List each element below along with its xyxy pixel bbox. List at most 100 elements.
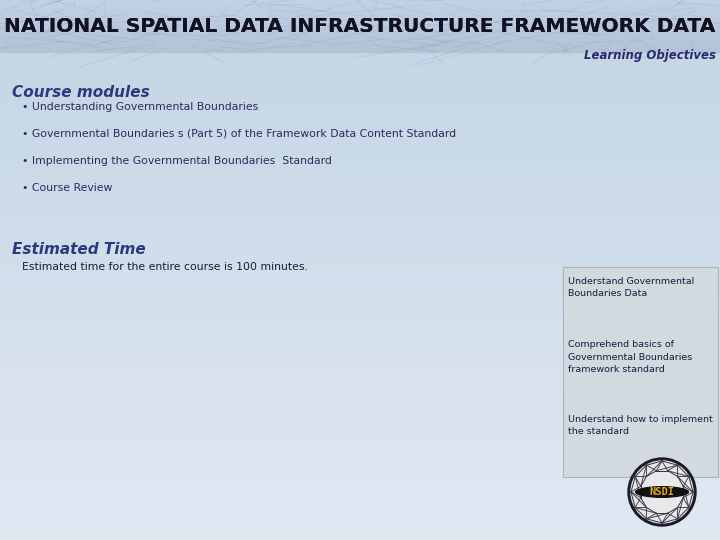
Bar [0, 190, 720, 191]
Bar [0, 279, 720, 280]
Bar [0, 456, 720, 457]
Bar [0, 1, 720, 2]
Bar [0, 230, 720, 231]
Bar [0, 371, 720, 372]
Bar [0, 153, 720, 154]
Bar [0, 515, 720, 516]
Bar [0, 349, 720, 350]
Circle shape [628, 458, 696, 526]
Bar [0, 484, 720, 485]
Bar [0, 452, 720, 453]
Bar [0, 399, 720, 400]
Bar [0, 206, 720, 207]
Bar [0, 368, 720, 369]
Text: NATIONAL SPATIAL DATA INFRASTRUCTURE FRAMEWORK DATA: NATIONAL SPATIAL DATA INFRASTRUCTURE FRA… [4, 17, 716, 36]
Bar [0, 324, 720, 325]
Bar [0, 74, 720, 75]
Bar [0, 249, 720, 250]
Bar [0, 289, 720, 290]
Bar [0, 468, 720, 469]
Bar [0, 127, 720, 128]
Bar [0, 0, 720, 1]
Bar [0, 231, 720, 232]
Bar [0, 348, 720, 349]
Bar [0, 505, 720, 506]
Bar [0, 225, 720, 226]
Bar [0, 29, 720, 30]
Bar [0, 0, 720, 1]
Bar [0, 488, 720, 489]
Bar [0, 42, 720, 43]
Bar [0, 5, 720, 6]
Bar [0, 359, 720, 360]
Bar [0, 9, 720, 10]
Bar [0, 202, 720, 203]
Bar [0, 209, 720, 210]
Bar [0, 320, 720, 321]
Bar [0, 36, 720, 37]
Bar [0, 470, 720, 471]
Bar [0, 463, 720, 464]
Bar [0, 181, 720, 182]
Bar [0, 440, 720, 441]
Bar [0, 288, 720, 289]
Bar [0, 137, 720, 138]
Bar [0, 356, 720, 357]
Bar [0, 516, 720, 517]
Bar [0, 158, 720, 159]
Bar [0, 50, 720, 51]
Bar [0, 29, 720, 30]
Bar [0, 93, 720, 94]
Bar [0, 281, 720, 282]
Bar [0, 261, 720, 262]
Bar [0, 207, 720, 208]
Bar [0, 113, 720, 114]
Bar [0, 14, 720, 15]
Bar [0, 402, 720, 403]
Bar [0, 407, 720, 408]
Bar [0, 20, 720, 21]
Bar [0, 414, 720, 415]
Bar [0, 25, 720, 26]
Circle shape [631, 461, 693, 523]
Bar [0, 164, 720, 165]
Bar [0, 219, 720, 220]
Bar [0, 5, 720, 6]
Bar [0, 44, 720, 45]
Bar [0, 427, 720, 428]
Bar [0, 24, 720, 25]
Bar [0, 296, 720, 297]
Bar [0, 50, 720, 51]
Bar [0, 217, 720, 218]
Bar [0, 271, 720, 272]
Bar [0, 444, 720, 445]
Bar [0, 499, 720, 500]
Text: Understand Governmental
Boundaries Data: Understand Governmental Boundaries Data [568, 277, 694, 299]
Bar [0, 6, 720, 7]
Bar [0, 155, 720, 156]
Bar [0, 266, 720, 267]
Text: NATIONAL SPATIAL DATA INFRASTRUCTURE FRAMEWORK DATA: NATIONAL SPATIAL DATA INFRASTRUCTURE FRA… [4, 17, 716, 36]
Bar [0, 298, 720, 299]
Bar [0, 31, 720, 32]
Bar [0, 16, 720, 17]
Bar [0, 434, 720, 435]
Bar [0, 13, 720, 14]
Bar [0, 183, 720, 184]
Bar [0, 250, 720, 251]
Bar [0, 186, 720, 187]
Bar [0, 139, 720, 140]
Bar [0, 462, 720, 463]
Bar [0, 228, 720, 229]
Bar [0, 45, 720, 46]
Bar [0, 75, 720, 76]
Bar [0, 125, 720, 126]
Bar [0, 11, 720, 12]
Bar [0, 382, 720, 383]
Bar [0, 387, 720, 388]
Bar [0, 355, 720, 356]
Bar [0, 487, 720, 488]
Bar [0, 350, 720, 351]
Bar [0, 26, 720, 27]
Bar [0, 526, 720, 527]
